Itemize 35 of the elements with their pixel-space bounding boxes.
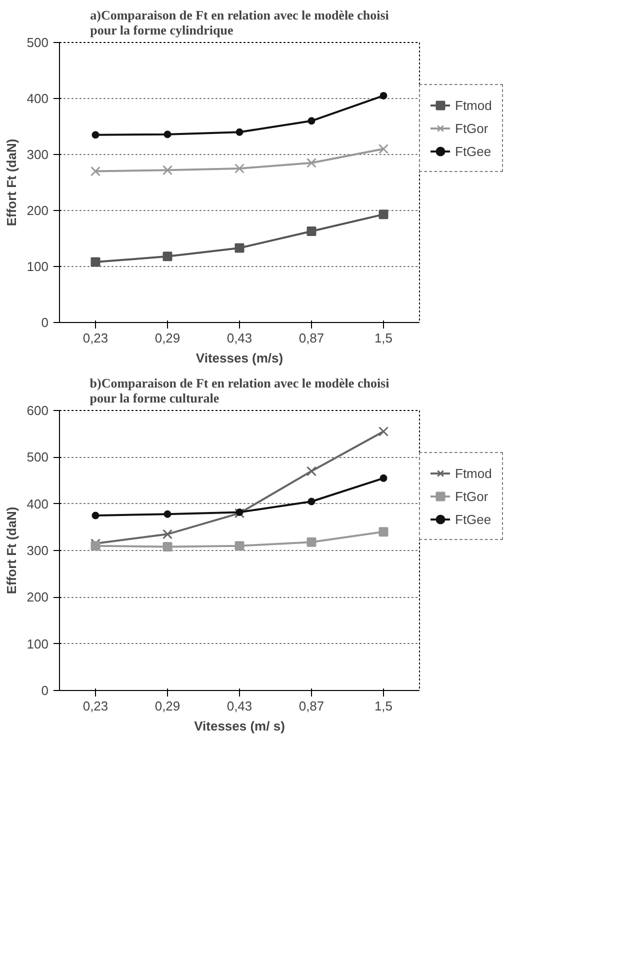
legend-label: FtGor [455, 120, 488, 136]
y-tick-label: 600 [26, 403, 49, 418]
x-tick-label: 1,5 [374, 698, 393, 714]
x-tick-label: 0,43 [226, 330, 252, 346]
x-tick-label: 0,29 [154, 330, 180, 346]
y-tick-label: 300 [26, 543, 49, 558]
legend-label: FtGor [455, 488, 488, 504]
y-tick-label: 0 [41, 315, 49, 330]
y-tick-label: 400 [26, 91, 49, 106]
x-tick-label: 0,23 [82, 698, 108, 714]
y-tick-label: 100 [26, 636, 49, 652]
legend-label: FtGee [455, 144, 492, 158]
chart-title: a)Comparaison de Ft en relation avec le modèle choisi pour la forme cylindrique [90, 8, 390, 38]
y-tick-label: 300 [26, 147, 49, 162]
x-tick-label: 0,29 [154, 698, 180, 714]
x-axis-title: Vitesses (m/ s) [194, 718, 285, 734]
y-tick-label: 0 [41, 683, 49, 698]
y-tick-label: 400 [26, 496, 49, 512]
x-tick-label: 0,23 [82, 330, 108, 346]
x-tick-label: 0,43 [226, 698, 252, 714]
y-tick-label: 500 [26, 35, 49, 50]
y-tick-label: 100 [26, 259, 49, 274]
x-tick-label: 1,5 [374, 330, 393, 346]
y-tick-label: 200 [26, 590, 49, 605]
y-axis-title: Effort Ft (daN) [4, 138, 19, 226]
y-tick-label: 500 [26, 450, 49, 465]
x-tick-label: 0,87 [298, 330, 324, 346]
legend-label: Ftmod [455, 98, 492, 112]
y-tick-label: 200 [26, 203, 49, 218]
x-tick-label: 0,87 [298, 698, 324, 714]
chart-title: b)Comparaison de Ft en relation avec le modèle choisi pour la forme culturale [90, 376, 390, 406]
x-axis-title: Vitesses (m/s) [196, 350, 284, 366]
legend-label: FtGee [455, 512, 492, 526]
legend-label: Ftmod [455, 466, 492, 480]
y-axis-title: Effort Ft (daN) [4, 506, 19, 594]
